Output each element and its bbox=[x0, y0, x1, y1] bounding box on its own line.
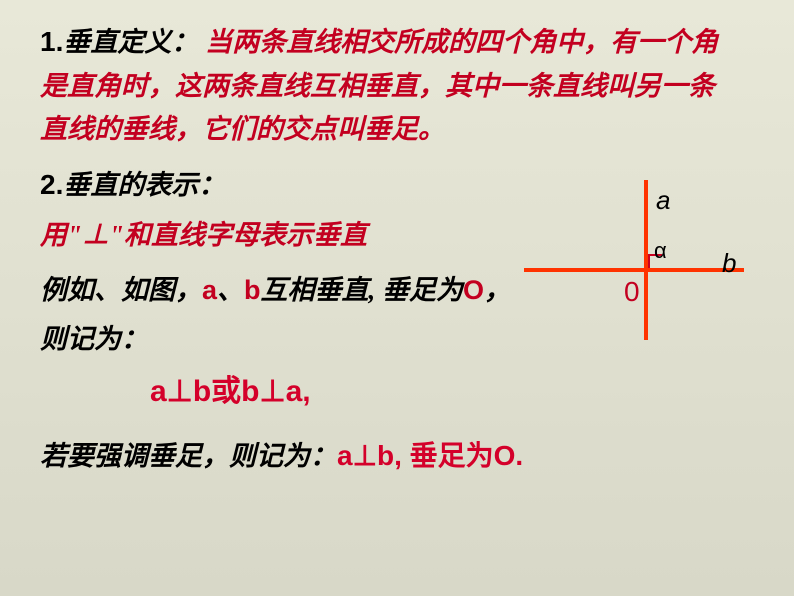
perpendicular-diagram: a b α 0 bbox=[524, 180, 744, 340]
example-b: b bbox=[244, 275, 261, 305]
label-b: b bbox=[722, 248, 736, 279]
emphasis-prefix: 若要强调垂足，则记为： bbox=[40, 441, 337, 471]
example-prefix: 例如、如图， bbox=[40, 275, 202, 305]
label-a: a bbox=[656, 185, 670, 216]
section-2: 2.垂直的表示： bbox=[40, 163, 500, 208]
example-sep: 、 bbox=[217, 275, 244, 305]
section-1-label: 垂直定义： bbox=[63, 27, 198, 57]
example-o: O bbox=[463, 275, 484, 305]
label-origin: 0 bbox=[624, 276, 640, 308]
horizontal-line-b bbox=[524, 268, 744, 272]
perp-expression-2: a⊥b, 垂足为O. bbox=[337, 440, 523, 471]
example-comma: ， bbox=[484, 275, 511, 305]
example-a: a bbox=[202, 275, 217, 305]
section-2-label: 垂直的表示： bbox=[63, 170, 225, 200]
example-mid: 互相垂直, 垂足为 bbox=[261, 275, 464, 305]
section-1: 1.垂直定义： 当两条直线相交所成的四个角中，有一个角是直角时，这两条直线互相垂… bbox=[40, 20, 740, 151]
perp-expression-1: a⊥b或b⊥a, bbox=[150, 368, 764, 416]
emphasis-line: 若要强调垂足，则记为：a⊥b, 垂足为O. bbox=[40, 434, 764, 479]
notation-text: 用"⊥"和直线字母表示垂直 bbox=[40, 214, 500, 257]
section-2-number: 2. bbox=[40, 169, 63, 200]
section-1-number: 1. bbox=[40, 26, 63, 57]
label-alpha: α bbox=[654, 238, 667, 264]
